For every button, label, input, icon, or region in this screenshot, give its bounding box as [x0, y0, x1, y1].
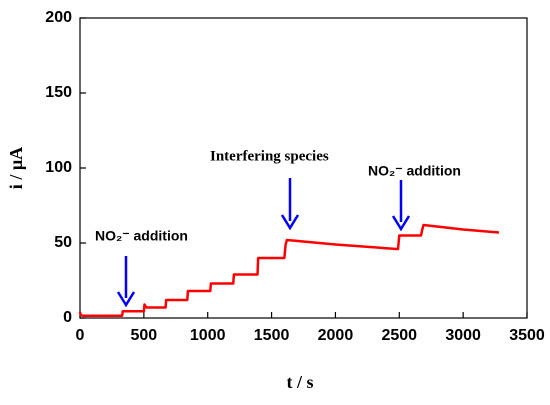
x-tick-label: 1000 [190, 327, 226, 344]
x-tick-label: 2500 [381, 327, 417, 344]
annotation: NO₂⁻ addition [368, 163, 461, 179]
arrow-head [391, 215, 411, 232]
y-tick-label: 0 [63, 309, 72, 326]
x-tick-label: 3500 [509, 327, 545, 344]
y-tick-label: 150 [45, 84, 72, 101]
arrow-head [280, 214, 300, 231]
y-tick-label: 50 [54, 234, 72, 251]
arrows [116, 178, 411, 308]
arrow-head [116, 291, 136, 308]
annotation: Interfering species [210, 148, 329, 164]
x-tick-label: 3000 [445, 327, 481, 344]
annotation: NO₂⁻ addition [95, 228, 188, 244]
x-axis-label: t / s [287, 372, 314, 392]
y-tick-label: 100 [45, 159, 72, 176]
y-tick-label: 200 [45, 9, 72, 26]
x-tick-label: 0 [76, 327, 85, 344]
x-tick-label: 500 [131, 327, 158, 344]
y-axis-label: i / µA [6, 147, 26, 189]
data-line [78, 223, 500, 317]
x-tick-label: 1500 [254, 327, 290, 344]
x-tick-label: 2000 [318, 327, 354, 344]
